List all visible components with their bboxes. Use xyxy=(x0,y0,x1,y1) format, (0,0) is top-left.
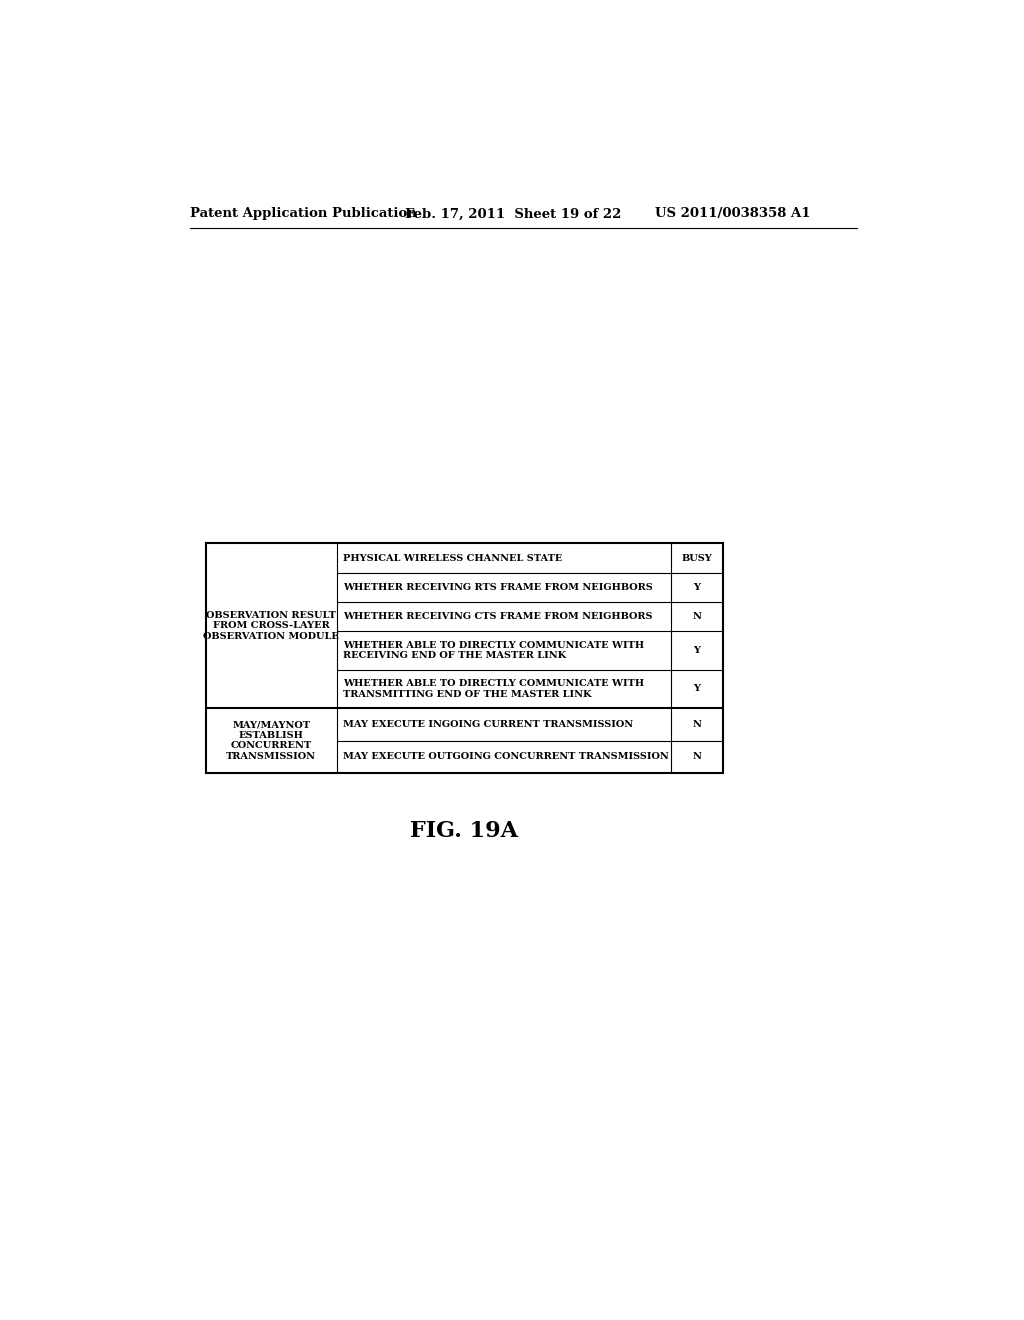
Text: MAY EXECUTE INGOING CURRENT TRANSMISSION: MAY EXECUTE INGOING CURRENT TRANSMISSION xyxy=(343,719,633,729)
Text: BUSY: BUSY xyxy=(682,553,713,562)
Text: Y: Y xyxy=(693,645,700,655)
Text: N: N xyxy=(692,612,701,620)
Text: N: N xyxy=(692,719,701,729)
Text: MAY/MAYNOT
ESTABLISH
CONCURRENT
TRANSMISSION: MAY/MAYNOT ESTABLISH CONCURRENT TRANSMIS… xyxy=(226,721,316,760)
Text: WHETHER ABLE TO DIRECTLY COMMUNICATE WITH
RECEIVING END OF THE MASTER LINK: WHETHER ABLE TO DIRECTLY COMMUNICATE WIT… xyxy=(343,640,644,660)
Text: N: N xyxy=(692,752,701,762)
Text: WHETHER RECEIVING RTS FRAME FROM NEIGHBORS: WHETHER RECEIVING RTS FRAME FROM NEIGHBO… xyxy=(343,583,652,591)
Text: OBSERVATION RESULT
FROM CROSS-LAYER
OBSERVATION MODULE: OBSERVATION RESULT FROM CROSS-LAYER OBSE… xyxy=(204,611,339,640)
Text: US 2011/0038358 A1: US 2011/0038358 A1 xyxy=(655,207,811,220)
Text: PHYSICAL WIRELESS CHANNEL STATE: PHYSICAL WIRELESS CHANNEL STATE xyxy=(343,553,562,562)
Text: MAY EXECUTE OUTGOING CONCURRENT TRANSMISSION: MAY EXECUTE OUTGOING CONCURRENT TRANSMIS… xyxy=(343,752,669,762)
Text: Y: Y xyxy=(693,583,700,591)
Text: WHETHER ABLE TO DIRECTLY COMMUNICATE WITH
TRANSMITTING END OF THE MASTER LINK: WHETHER ABLE TO DIRECTLY COMMUNICATE WIT… xyxy=(343,680,644,698)
Text: Patent Application Publication: Patent Application Publication xyxy=(190,207,417,220)
Text: Feb. 17, 2011  Sheet 19 of 22: Feb. 17, 2011 Sheet 19 of 22 xyxy=(406,207,622,220)
Text: WHETHER RECEIVING CTS FRAME FROM NEIGHBORS: WHETHER RECEIVING CTS FRAME FROM NEIGHBO… xyxy=(343,612,652,620)
Text: FIG. 19A: FIG. 19A xyxy=(411,820,518,842)
Text: Y: Y xyxy=(693,685,700,693)
